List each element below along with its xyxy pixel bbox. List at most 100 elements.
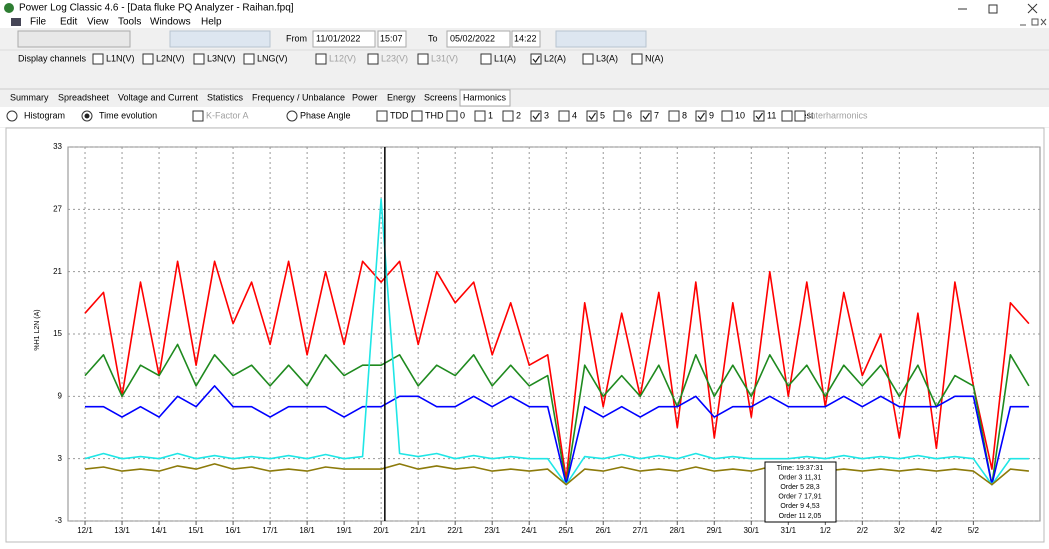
checkbox[interactable] xyxy=(586,110,598,122)
checkbox[interactable] xyxy=(315,53,327,65)
checkbox[interactable] xyxy=(92,53,104,65)
checkbox[interactable] xyxy=(558,110,570,122)
order-label[interactable]: THD xyxy=(425,110,444,120)
checkbox[interactable] xyxy=(142,53,154,65)
channel-label[interactable]: L1(A) xyxy=(494,53,516,63)
zoom-icons[interactable] xyxy=(555,30,647,48)
order-label[interactable]: 2 xyxy=(516,110,521,120)
tab[interactable]: Power xyxy=(352,92,378,102)
checkbox[interactable] xyxy=(502,110,514,122)
to-date-box[interactable] xyxy=(446,30,511,48)
menu-item[interactable]: Help xyxy=(201,17,222,28)
tab[interactable]: Harmonics xyxy=(463,92,507,102)
from-date-box[interactable] xyxy=(312,30,376,48)
checkbox[interactable] xyxy=(794,110,806,122)
order-label[interactable]: 5 xyxy=(600,110,605,120)
tab[interactable]: Screens xyxy=(424,92,458,102)
close-button[interactable] xyxy=(1027,3,1038,14)
radio[interactable] xyxy=(6,110,18,122)
checkbox[interactable] xyxy=(480,53,492,65)
from-label: From xyxy=(286,33,307,43)
from-time-box[interactable] xyxy=(377,30,407,48)
channel-combo[interactable] xyxy=(17,30,131,48)
order-label[interactable]: 0 xyxy=(460,110,465,120)
checkbox[interactable] xyxy=(417,53,429,65)
order-label[interactable]: 6 xyxy=(627,110,632,120)
order-label[interactable]: 4 xyxy=(572,110,577,120)
series-line xyxy=(84,463,1029,486)
radio[interactable] xyxy=(286,110,298,122)
tab[interactable]: Summary xyxy=(10,92,49,102)
tooltip-line: Order 5 28,3 xyxy=(780,484,819,491)
y-tick-label: 15 xyxy=(53,329,62,338)
channel-label[interactable]: N(A) xyxy=(645,53,664,63)
to-time-box[interactable] xyxy=(511,30,541,48)
tooltip-line: Order 3 11,31 xyxy=(779,474,822,481)
checkbox[interactable] xyxy=(376,110,388,122)
channel-label[interactable]: L31(V) xyxy=(431,53,458,63)
tab[interactable]: Spreadsheet xyxy=(58,92,110,102)
menu-item[interactable]: Windows xyxy=(150,17,191,28)
checkbox[interactable] xyxy=(446,110,458,122)
order-label[interactable]: 11 xyxy=(767,110,776,120)
checkbox[interactable] xyxy=(613,110,625,122)
restore-button[interactable] xyxy=(988,4,998,14)
x-tick-label: 27/1 xyxy=(632,526,648,535)
channel-label[interactable]: L3N(V) xyxy=(207,53,236,63)
checkbox[interactable] xyxy=(530,110,542,122)
order-label[interactable]: 7 xyxy=(654,110,659,120)
file-icons[interactable] xyxy=(169,30,271,48)
menu-item[interactable]: View xyxy=(87,17,109,28)
channel-label[interactable]: L3(A) xyxy=(596,53,618,63)
checkbox[interactable] xyxy=(781,110,793,122)
interharmonics-label[interactable]: Interharmonics xyxy=(808,110,868,120)
tooltip-line: Time: 19:37:31 xyxy=(777,465,824,472)
channel-label[interactable]: LNG(V) xyxy=(257,53,288,63)
checkbox[interactable] xyxy=(367,53,379,65)
checkbox[interactable] xyxy=(582,53,594,65)
checkbox[interactable] xyxy=(193,53,205,65)
checkbox[interactable] xyxy=(192,110,204,122)
channel-label[interactable]: L2(A) xyxy=(544,53,566,63)
phase-label[interactable]: Phase Angle xyxy=(300,110,351,120)
x-tick-label: 3/2 xyxy=(894,526,906,535)
tab[interactable]: Statistics xyxy=(207,92,244,102)
menu-item[interactable]: File xyxy=(30,17,47,28)
order-label[interactable]: 8 xyxy=(682,110,687,120)
x-tick-label: 25/1 xyxy=(558,526,574,535)
checkmark xyxy=(588,112,596,121)
checkbox[interactable] xyxy=(530,53,542,65)
checkbox[interactable] xyxy=(668,110,680,122)
radio-label[interactable]: Histogram xyxy=(24,110,65,120)
order-label[interactable]: 10 xyxy=(735,110,745,120)
checkbox[interactable] xyxy=(721,110,733,122)
tab[interactable]: Voltage and Current xyxy=(118,92,199,102)
checkbox[interactable] xyxy=(695,110,707,122)
order-label[interactable]: 9 xyxy=(709,110,714,120)
x-tick-label: 29/1 xyxy=(706,526,722,535)
checkbox[interactable] xyxy=(753,110,765,122)
radio-dot xyxy=(84,113,90,119)
checkbox[interactable] xyxy=(243,53,255,65)
window-title: Power Log Classic 4.6 - [Data fluke PQ A… xyxy=(19,3,294,14)
series-line xyxy=(84,343,1030,486)
channel-label[interactable]: L12(V) xyxy=(329,53,356,63)
channel-label[interactable]: L1N(V) xyxy=(106,53,135,63)
menu-item[interactable]: Tools xyxy=(118,17,141,28)
channel-label[interactable]: L2N(V) xyxy=(156,53,185,63)
order-label[interactable]: TDD xyxy=(390,110,409,120)
checkbox[interactable] xyxy=(411,110,423,122)
menu-item[interactable]: Edit xyxy=(60,17,77,28)
kfactor-label[interactable]: K-Factor A xyxy=(206,110,249,120)
tab[interactable]: Energy xyxy=(387,92,416,102)
app-icon xyxy=(4,3,14,13)
radio-label[interactable]: Time evolution xyxy=(99,110,157,120)
checkbox[interactable] xyxy=(640,110,652,122)
order-label[interactable]: 3 xyxy=(544,110,549,120)
checkbox[interactable] xyxy=(474,110,486,122)
order-label[interactable]: 1 xyxy=(488,110,493,120)
channel-label[interactable]: L23(V) xyxy=(381,53,408,63)
mdi-buttons[interactable] xyxy=(1020,18,1047,26)
checkbox[interactable] xyxy=(631,53,643,65)
tab[interactable]: Frequency / Unbalance xyxy=(252,92,345,102)
